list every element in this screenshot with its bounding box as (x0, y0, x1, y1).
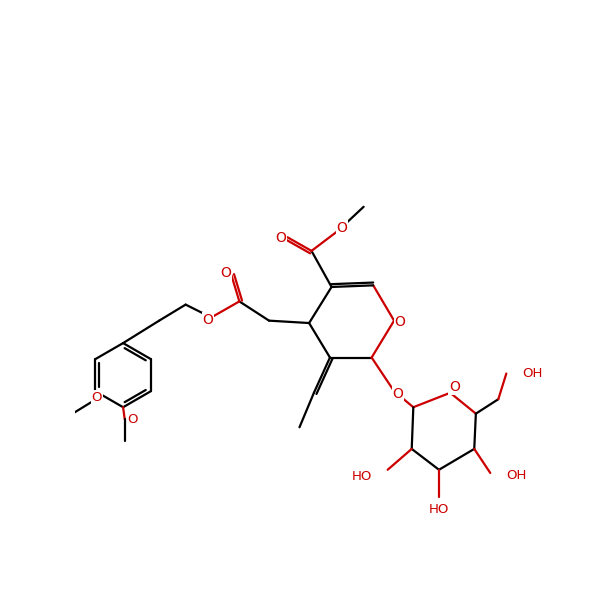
Text: OH: OH (506, 469, 527, 482)
Text: O: O (394, 315, 405, 329)
Text: OH: OH (523, 367, 543, 380)
Text: O: O (275, 231, 286, 245)
Text: O: O (392, 386, 404, 401)
Text: HO: HO (429, 503, 449, 515)
Text: O: O (91, 391, 102, 404)
Text: O: O (337, 221, 347, 235)
Text: HO: HO (351, 470, 371, 482)
Text: O: O (449, 380, 460, 394)
Text: O: O (127, 413, 138, 426)
Text: O: O (203, 313, 214, 327)
Text: O: O (220, 266, 231, 280)
